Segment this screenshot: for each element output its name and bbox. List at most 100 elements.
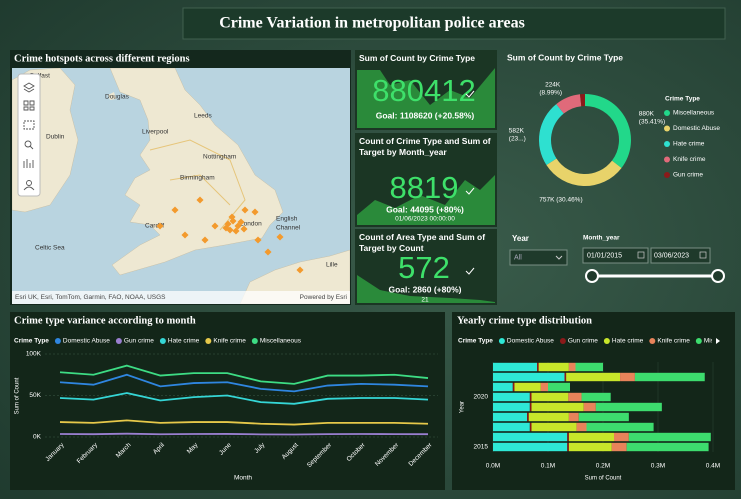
legend-label[interactable]: Miscellaneous bbox=[704, 338, 741, 345]
legend-label[interactable]: Knife crime bbox=[213, 338, 246, 345]
bar-segment[interactable] bbox=[567, 432, 569, 442]
bar-segment[interactable] bbox=[540, 382, 548, 392]
bar-segment[interactable] bbox=[493, 382, 513, 392]
hotspot[interactable] bbox=[240, 225, 248, 233]
bar-segment[interactable] bbox=[514, 382, 541, 392]
hotspot[interactable] bbox=[211, 222, 219, 230]
legend-swatch bbox=[498, 338, 505, 344]
hotspot[interactable] bbox=[241, 206, 249, 214]
bar-segment[interactable] bbox=[628, 432, 711, 442]
hotspot[interactable] bbox=[171, 206, 179, 214]
bar-segment[interactable] bbox=[578, 412, 629, 422]
end-date-box[interactable] bbox=[650, 247, 711, 264]
bar-segment[interactable] bbox=[493, 392, 530, 402]
hotspot[interactable] bbox=[264, 248, 272, 256]
bar-segment[interactable] bbox=[548, 382, 570, 392]
bar-segment[interactable] bbox=[568, 432, 614, 442]
hotspot[interactable] bbox=[276, 233, 284, 241]
bar-segment[interactable] bbox=[568, 392, 582, 402]
bar-segment[interactable] bbox=[493, 422, 530, 432]
slider-handle[interactable] bbox=[711, 269, 725, 283]
bar-segment[interactable] bbox=[537, 362, 539, 372]
legend-swatch bbox=[159, 338, 166, 344]
tool-layers[interactable] bbox=[23, 82, 35, 93]
bar-segment[interactable] bbox=[529, 402, 532, 412]
donut-slice[interactable] bbox=[546, 158, 622, 187]
hotspot[interactable] bbox=[196, 196, 204, 204]
donut-slice[interactable] bbox=[556, 94, 582, 114]
bar-segment[interactable] bbox=[566, 372, 621, 382]
legend-label[interactable]: Hate crime bbox=[168, 338, 200, 345]
legend-next[interactable] bbox=[716, 338, 720, 344]
bar-segment[interactable] bbox=[620, 372, 635, 382]
bar-segment[interactable] bbox=[568, 412, 579, 422]
year-dropdown[interactable] bbox=[509, 249, 568, 266]
map-label: Leeds bbox=[194, 113, 212, 120]
hotspot[interactable] bbox=[228, 213, 236, 221]
legend-label[interactable]: Domestic Abuse bbox=[63, 338, 110, 345]
bar-segment[interactable] bbox=[583, 402, 596, 412]
legend-label: Knife crime bbox=[673, 156, 706, 163]
bar-segment[interactable] bbox=[493, 442, 568, 452]
bar-segment[interactable] bbox=[581, 392, 611, 402]
bar-segment[interactable] bbox=[564, 372, 567, 382]
hotspot[interactable] bbox=[181, 231, 189, 239]
tool-select[interactable] bbox=[23, 120, 35, 130]
slider-handle[interactable] bbox=[585, 269, 599, 283]
hotspot[interactable] bbox=[254, 236, 262, 244]
legend-label[interactable]: Miscellaneous bbox=[260, 338, 302, 345]
hotspot[interactable] bbox=[296, 266, 304, 274]
bar-segment[interactable] bbox=[493, 402, 530, 412]
bar-segment[interactable] bbox=[493, 412, 528, 422]
bar-segment[interactable] bbox=[531, 402, 584, 412]
hotspot[interactable] bbox=[156, 222, 164, 230]
bar-segment[interactable] bbox=[493, 432, 568, 442]
bar-segment[interactable] bbox=[567, 442, 569, 452]
hotspot[interactable] bbox=[201, 236, 209, 244]
legend-label[interactable]: Hate crime bbox=[612, 338, 644, 345]
legend-label[interactable]: Domestic Abuse bbox=[507, 338, 554, 345]
bar-segment[interactable] bbox=[586, 422, 654, 432]
bar-segment[interactable] bbox=[493, 372, 565, 382]
donut-slice[interactable] bbox=[539, 104, 564, 166]
start-date-box[interactable] bbox=[582, 247, 649, 264]
tool-legend[interactable] bbox=[23, 100, 35, 111]
legend-label[interactable]: Gun crime bbox=[568, 338, 598, 345]
bar-segment[interactable] bbox=[568, 362, 576, 372]
map[interactable]: BelfastDouglasLeedsDublinLiverpoolNottin… bbox=[12, 68, 350, 304]
bar-segment[interactable] bbox=[614, 432, 629, 442]
data-label: 224K (8.99%) bbox=[539, 81, 562, 96]
series-line bbox=[59, 373, 429, 393]
bar-segment[interactable] bbox=[528, 412, 569, 422]
calendar-icon[interactable] bbox=[699, 251, 707, 259]
bar-segment[interactable] bbox=[634, 372, 705, 382]
bar-segment[interactable] bbox=[575, 362, 604, 372]
calendar-icon[interactable] bbox=[637, 251, 645, 259]
donut-slice[interactable] bbox=[580, 94, 585, 107]
hotspot[interactable] bbox=[251, 208, 259, 216]
bar-segment[interactable] bbox=[493, 362, 537, 372]
bar-segment[interactable] bbox=[531, 392, 569, 402]
bar-segment[interactable] bbox=[626, 442, 709, 452]
bar-segment[interactable] bbox=[538, 362, 569, 372]
hotspot[interactable] bbox=[232, 227, 240, 235]
bar-segment[interactable] bbox=[529, 392, 532, 402]
bar-segment[interactable] bbox=[531, 422, 577, 432]
tool-chart[interactable] bbox=[23, 159, 34, 168]
x-tick-label: 0.2M bbox=[596, 463, 610, 470]
bar-segment[interactable] bbox=[568, 442, 612, 452]
tool-search[interactable] bbox=[24, 140, 32, 148]
hotspot[interactable] bbox=[237, 218, 245, 226]
tool-locate[interactable] bbox=[26, 180, 32, 186]
legend-label[interactable]: Knife crime bbox=[657, 338, 690, 345]
bar-segment[interactable] bbox=[529, 422, 532, 432]
bar-segment[interactable] bbox=[611, 442, 627, 452]
bar-segment[interactable] bbox=[576, 422, 587, 432]
legend: Crime Type Domestic Abuse Gun crime Hate cr… bbox=[458, 338, 741, 345]
bar-segment[interactable] bbox=[527, 412, 529, 422]
donut-slice[interactable] bbox=[585, 94, 631, 168]
bar-segment[interactable] bbox=[595, 402, 662, 412]
bar-segment[interactable] bbox=[512, 382, 515, 392]
hotspot[interactable] bbox=[222, 224, 230, 232]
legend-label[interactable]: Gun crime bbox=[124, 338, 154, 345]
